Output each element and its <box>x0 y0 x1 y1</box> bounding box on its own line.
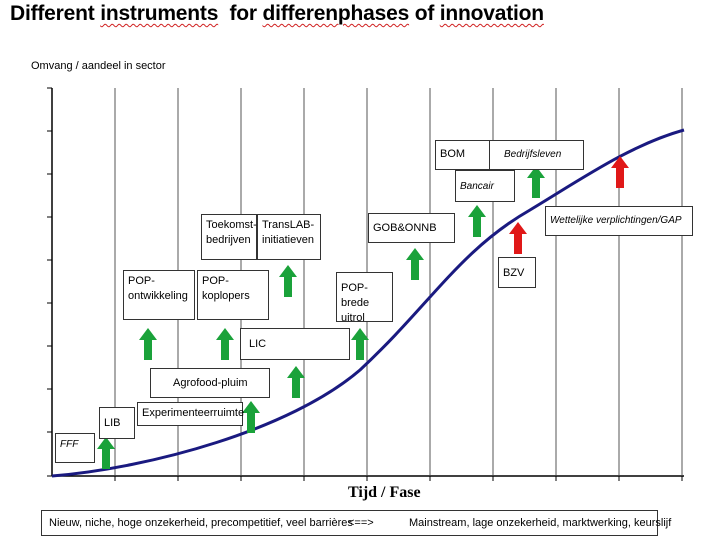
instrument-translab: TransLAB- initiatieven <box>257 214 321 260</box>
arrow-up-icon <box>279 265 297 297</box>
phase-description-bar: Nieuw, niche, hoge onzekerheid, precompe… <box>41 510 671 536</box>
y-axis-label: Omvang / aandeel in sector <box>31 60 166 72</box>
adoption-s-curve <box>51 128 685 478</box>
y-axis-ticks <box>47 87 52 477</box>
instrument-gob-onnb: GOB&ONNB <box>368 213 455 243</box>
x-axis-label: Tijd / Fase <box>348 484 421 501</box>
page-title: Different instruments for differenphases… <box>10 2 544 25</box>
instrument-bzv: BZV <box>498 257 536 288</box>
arrow-up-icon <box>351 328 369 360</box>
instrument-bancair: Bancair <box>455 170 515 202</box>
phase-right-text: Mainstream, lage onzekerheid, marktwerki… <box>409 517 672 529</box>
arrow-up-icon <box>406 248 424 280</box>
instrument-toekomstbedrijven: Toekomst- bedrijven <box>201 214 257 260</box>
instrument-pop-ontwikkeling: POP- ontwikkeling <box>123 270 195 320</box>
arrow-up-icon <box>97 437 115 469</box>
x-axis-ticks <box>114 476 683 481</box>
instrument-wettelijke-verplichtingen: Wettelijke verplichtingen/GAP <box>545 206 693 236</box>
instrument-bedrijfsleven: Bedrijfsleven <box>489 140 584 170</box>
instrument-lib: LIB <box>99 407 135 439</box>
arrow-up-icon <box>509 222 527 254</box>
arrow-up-icon <box>216 328 234 360</box>
instrument-bom: BOM <box>435 140 491 170</box>
instrument-pop-koplopers: POP- koplopers <box>197 270 269 320</box>
arrow-up-icon <box>139 328 157 360</box>
instrument-pop-brede-uitrol: POP-brede uitrol <box>336 272 393 324</box>
phase-arrow-text: <==> <box>348 517 374 529</box>
instrument-lic: LIC <box>240 328 350 360</box>
arrow-up-icon <box>468 205 486 237</box>
instrument-fff: FFF <box>55 433 95 463</box>
phase-left-text: Nieuw, niche, hoge onzekerheid, precompe… <box>49 517 353 529</box>
instrument-experimenteerruimte: Experimenteerruimte <box>137 402 244 426</box>
arrow-up-icon <box>287 366 305 398</box>
instrument-agrofood-pluim: Agrofood-pluim <box>150 368 270 398</box>
arrow-up-icon <box>527 166 545 198</box>
